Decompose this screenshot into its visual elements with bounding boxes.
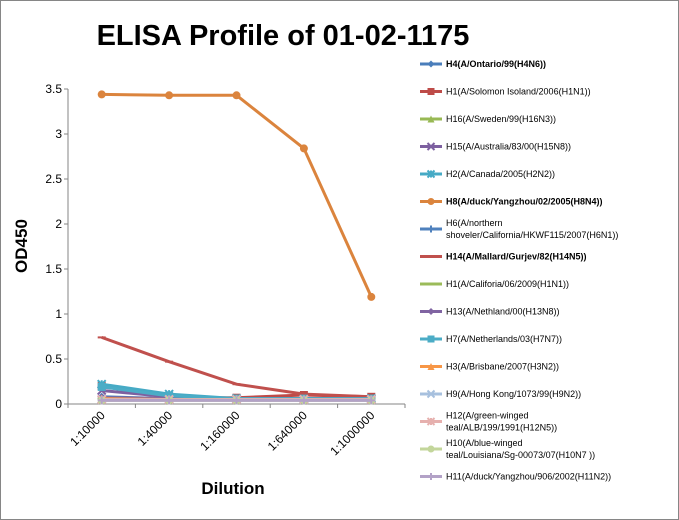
y-tick-label: 1.5 [45,262,62,276]
data-point [97,396,106,405]
legend-item: H1(A/Califoria/06/2009(H1N1)) [420,279,569,289]
legend-swatch-marker [427,198,435,205]
legend-swatch-marker [427,115,435,123]
legend-label: H10(A/blue-winged teal/Louisiana/Sg-00073… [446,438,595,460]
legend-item: H12(A/green-winged teal/ALB/199/1991(H12N… [420,411,557,433]
legend-label: H1(A/Califoria/06/2009(H1N1)) [446,279,569,289]
data-point [367,292,376,301]
legend-label: H7(A/Netherlands/03(H7N7)) [446,334,562,344]
legend-item: H1(A/Solomon Isoland/2006(H1N1)) [420,87,591,97]
x-axis-title: Dilution [201,479,264,498]
legend-label: H11(A/duck/Yangzhou/906/2002(H11N2)) [446,472,611,482]
legend-item: H3(A/Brisbane/2007(H3N2)) [420,362,559,372]
legend-label: H9(A/Hong Kong/1073/99(H9N2)) [446,389,581,399]
data-point [165,91,174,100]
y-tick-label: 0.5 [45,352,62,366]
legend-swatch-marker [426,142,436,151]
series-7 [97,335,376,399]
legend-swatch-marker [427,308,435,315]
chart-title: ELISA Profile of 01-02-1175 [97,20,470,52]
legend-item: H6(A/northern shoveler/California/HKWF115… [420,218,618,240]
y-axis-title: OD450 [12,219,31,273]
legend-swatch-marker [427,88,435,95]
y-tick-label: 2.5 [45,172,62,186]
legend-label: H12(A/green-winged teal/ALB/199/1991(H12N… [446,411,557,433]
legend-label: H4(A/Ontario/99(H4N6)) [446,59,546,69]
legend-swatch-marker [426,169,436,179]
legend-swatch-marker [427,225,435,233]
legend-item: H10(A/blue-winged teal/Louisiana/Sg-00073… [420,438,595,460]
legend-label: H2(A/Canada/2005(H2N2)) [446,169,555,179]
legend-swatch-marker [426,389,436,399]
y-tick-label: 0 [55,397,62,411]
legend-label: H6(A/northern shoveler/California/HKWF115… [446,218,618,240]
data-point [299,144,308,153]
legend-label: H15(A/Australia/83/00(H15N8)) [446,142,571,152]
legend-swatch-marker [426,417,436,426]
legend-swatch-marker [427,473,435,480]
y-tick-label: 3.5 [45,82,62,96]
data-point [232,91,241,100]
series-15 [97,396,376,405]
legend-item: H14(A/Mallard/Gurjev/82(H14N5)) [420,252,587,262]
legend-item: H16(A/Sweden/99(H16N3)) [420,114,556,124]
data-point [97,382,106,391]
legend: H4(A/Ontario/99(H4N6)) H1(A/Solomon Isola… [420,59,618,482]
legend-swatch-marker [427,335,435,343]
legend-item: H13(A/Nethland/00(H13N8)) [420,307,560,317]
y-tick-label: 3 [55,127,62,141]
legend-item: H8(A/duck/Yangzhou/02/2005(H8N4)) [420,197,603,207]
y-tick-label: 1 [55,307,62,321]
series-5 [97,90,376,301]
legend-item: H2(A/Canada/2005(H2N2)) [420,169,555,179]
legend-label: H13(A/Nethland/00(H13N8)) [446,307,560,317]
legend-item: H9(A/Hong Kong/1073/99(H9N2)) [420,389,581,399]
legend-label: H1(A/Solomon Isoland/2006(H1N1)) [446,87,591,97]
data-point [97,90,106,99]
y-tick-label: 2 [55,217,62,231]
legend-label: H16(A/Sweden/99(H16N3)) [446,114,556,124]
legend-item: H11(A/duck/Yangzhou/906/2002(H11N2)) [420,472,611,482]
legend-label: H8(A/duck/Yangzhou/02/2005(H8N4)) [446,197,603,207]
legend-item: H15(A/Australia/83/00(H15N8)) [420,142,571,152]
legend-swatch-marker [427,445,435,453]
data-point [299,396,308,405]
data-point [165,396,174,405]
data-point [232,396,241,405]
legend-label: H3(A/Brisbane/2007(H3N2)) [446,362,559,372]
legend-item: H7(A/Netherlands/03(H7N7)) [420,334,562,344]
data-point [367,396,376,405]
legend-swatch-marker [427,363,435,370]
legend-label: H14(A/Mallard/Gurjev/82(H14N5)) [446,252,587,262]
legend-swatch-marker [427,60,435,68]
legend-item: H4(A/Ontario/99(H4N6)) [420,59,546,69]
